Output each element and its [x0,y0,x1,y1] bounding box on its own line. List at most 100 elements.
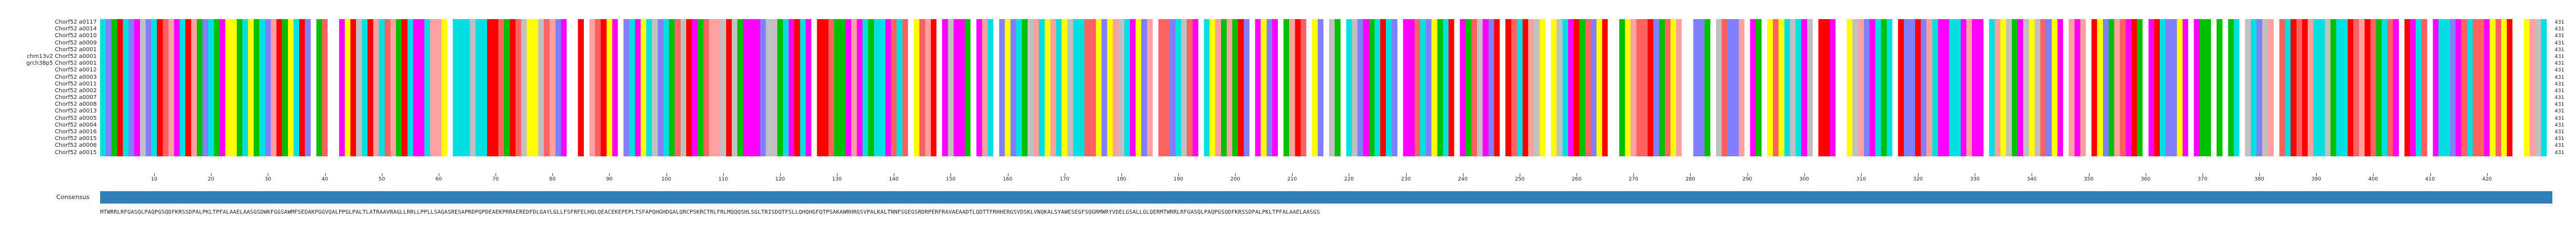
sequence-name[interactable]: Chorf52 a0008 [55,101,97,108]
ruler-tick-label: 70 [492,177,499,182]
sequence-name[interactable]: Chorf52 a0005 [55,115,97,121]
sequence-length: 431 [2555,47,2565,53]
ruler-tick-label: 140 [889,177,899,182]
sequence-length: 431 [2555,74,2565,80]
ruler-tick-label: 170 [1060,177,1070,182]
sequence-length-list: 431 431 431 431 431 431 431 431 431 431 431 431 431 4… [2555,19,2574,156]
ruler-tick [1861,173,1862,176]
consensus-label: Consensus [56,193,90,201]
sequence-name[interactable]: Chorf52 a0001 [55,46,97,53]
ruler-tick [2430,173,2431,176]
sequence-name[interactable]: Chorf52 a0015 [55,149,97,156]
sequence-name[interactable]: chm13v2 Chorf52 a0001 [26,53,97,60]
sequence-row[interactable] [100,33,2552,40]
sequence-row[interactable] [100,115,2552,122]
sequence-length: 431 [2555,102,2565,108]
sequence-name[interactable]: Chorf52 a0016 [55,129,97,135]
sequence-length: 431 [2555,143,2565,149]
sequence-name[interactable]: Chorf52 a0009 [55,39,97,46]
ruler-tick [609,173,610,176]
sequence-length: 431 [2555,40,2565,46]
ruler-tick-label: 290 [1742,177,1753,182]
ruler-tick-label: 390 [2311,177,2321,182]
sequence-row[interactable] [100,19,2552,26]
ruler-tick [723,173,724,176]
ruler-tick-label: 90 [606,177,613,182]
sequence-name[interactable]: Chorf52 a0007 [55,94,97,101]
ruler-tick-label: 340 [2026,177,2037,182]
alignment-grid[interactable] [100,19,2552,156]
sequence-name[interactable]: Chorf52 a0117 [55,19,97,25]
sequence-name[interactable]: grch38p5 Chorf52 a0001 [26,60,97,67]
sequence-row[interactable] [100,67,2552,74]
ruler-tick-label: 330 [1970,177,1980,182]
sequence-row[interactable] [100,46,2552,53]
sequence-name[interactable]: Chorf52 a0010 [55,33,97,39]
ruler-tick-label: 20 [208,177,214,182]
sequence-row[interactable] [100,101,2552,109]
ruler-tick-label: 230 [1401,177,1411,182]
sequence-name[interactable]: Chorf52 a0014 [55,26,97,33]
ruler-tick [154,173,155,176]
sequence-name[interactable]: Chorf52 a0012 [55,67,97,74]
ruler-tick [1690,173,1691,176]
ruler-tick-label: 80 [549,177,556,182]
ruler-tick-label: 190 [1173,177,1183,182]
ruler-tick [325,173,326,176]
ruler-tick [1406,173,1407,176]
sequence-row[interactable] [100,74,2552,81]
sequence-row[interactable] [100,136,2552,143]
ruler-tick-label: 40 [321,177,328,182]
ruler-tick-label: 240 [1458,177,1468,182]
ruler-tick [2316,173,2317,176]
ruler-tick-label: 370 [2197,177,2208,182]
sequence-length: 431 [2555,81,2565,87]
sequence-name[interactable]: Chorf52 a0004 [55,121,97,128]
sequence-row[interactable] [100,121,2552,129]
sequence-row[interactable] [100,60,2552,67]
sequence-row[interactable] [100,39,2552,47]
sequence-name[interactable]: Chorf52 a0015 [55,136,97,142]
ruler-tick-label: 200 [1230,177,1240,182]
position-ruler: 10 20 30 40 50 60 70 80 90 100 110 120 130 140 150 160 1… [100,173,2552,186]
ruler-tick-label: 120 [775,177,785,182]
sequence-row[interactable] [100,129,2552,136]
ruler-tick-label: 100 [661,177,672,182]
sequence-row[interactable] [100,142,2552,150]
sequence-name[interactable]: Chorf52 a0003 [55,74,97,80]
sequence-row[interactable] [100,108,2552,115]
ruler-tick-label: 420 [2482,177,2492,182]
sequence-row[interactable] [100,26,2552,33]
sequence-name[interactable]: Chorf52 a0013 [55,108,97,115]
ruler-tick-label: 30 [264,177,272,182]
sequence-row[interactable] [100,94,2552,102]
ruler-tick [780,173,781,176]
sequence-name[interactable]: Chorf52 a0002 [55,87,97,94]
sequence-row[interactable] [100,80,2552,88]
sequence-length: 431 [2555,95,2565,101]
sequence-name[interactable]: Chorf52 a0006 [55,142,97,149]
ruler-tick [1178,173,1179,176]
sequence-length: 431 [2555,67,2565,74]
sequence-length: 431 [2555,150,2565,156]
sequence-length: 431 [2555,136,2565,142]
ruler-tick-label: 180 [1116,177,1127,182]
ruler-tick-label: 10 [151,177,157,182]
ruler-tick-label: 300 [1799,177,1809,182]
sequence-row[interactable] [100,53,2552,61]
ruler-tick-label: 350 [2083,177,2094,182]
sequence-name[interactable]: Chorf52 a0011 [55,80,97,87]
sequence-row[interactable] [100,87,2552,95]
ruler-tick-label: 260 [1571,177,1582,182]
ruler-tick-label: 50 [379,177,385,182]
ruler-tick [1804,173,1805,176]
sequence-row[interactable] [100,149,2552,156]
consensus-sequence: MTWRRLRFGASQLPAQPGSQDFKRSSDPALPKLTPFALAA… [100,209,1320,215]
ruler-tick-label: 110 [718,177,728,182]
sequence-length: 431 [2555,53,2565,60]
sequence-length: 431 [2555,88,2565,94]
ruler-tick-label: 220 [1344,177,1354,182]
ruler-tick-label: 320 [1913,177,1923,182]
ruler-tick [1633,173,1634,176]
sequence-length: 431 [2555,122,2565,128]
